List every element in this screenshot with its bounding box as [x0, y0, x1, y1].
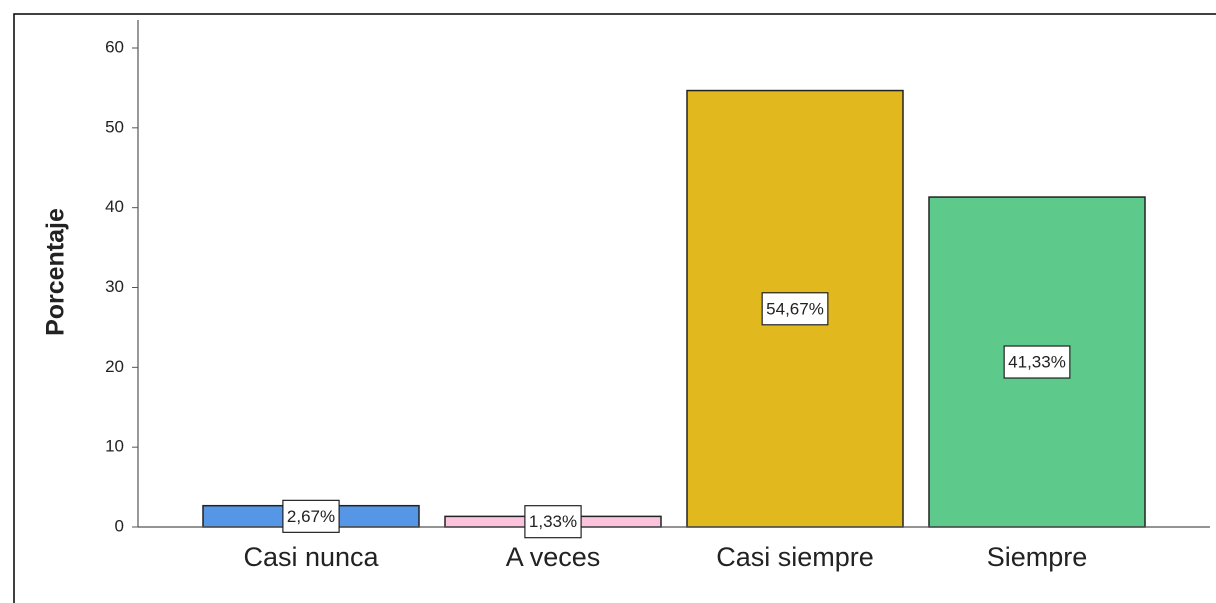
value-label-box: [1003, 345, 1071, 379]
value-label-box: [761, 292, 829, 326]
value-label: 54,67%: [766, 299, 824, 318]
y-tick-label: 0: [115, 516, 124, 535]
x-tick-label: A veces: [506, 542, 601, 572]
x-tick-label: Casi nunca: [243, 542, 379, 572]
value-label-box: [524, 505, 582, 539]
x-tick-label: Siempre: [987, 542, 1088, 572]
y-tick-label: 20: [105, 357, 124, 376]
x-tick-label: Casi siempre: [716, 542, 874, 572]
y-tick-label: 40: [105, 197, 124, 216]
y-tick-label: 50: [105, 117, 124, 136]
y-axis-title: Porcentaje: [42, 208, 70, 336]
value-label-box: [282, 499, 340, 533]
y-tick-label: 30: [105, 277, 124, 296]
y-tick-label: 60: [105, 37, 124, 56]
value-label: 2,67%: [287, 507, 335, 526]
bar: [928, 196, 1146, 528]
value-label: 41,33%: [1008, 353, 1066, 372]
value-label: 1,33%: [529, 512, 577, 531]
y-tick-label: 10: [105, 437, 124, 456]
